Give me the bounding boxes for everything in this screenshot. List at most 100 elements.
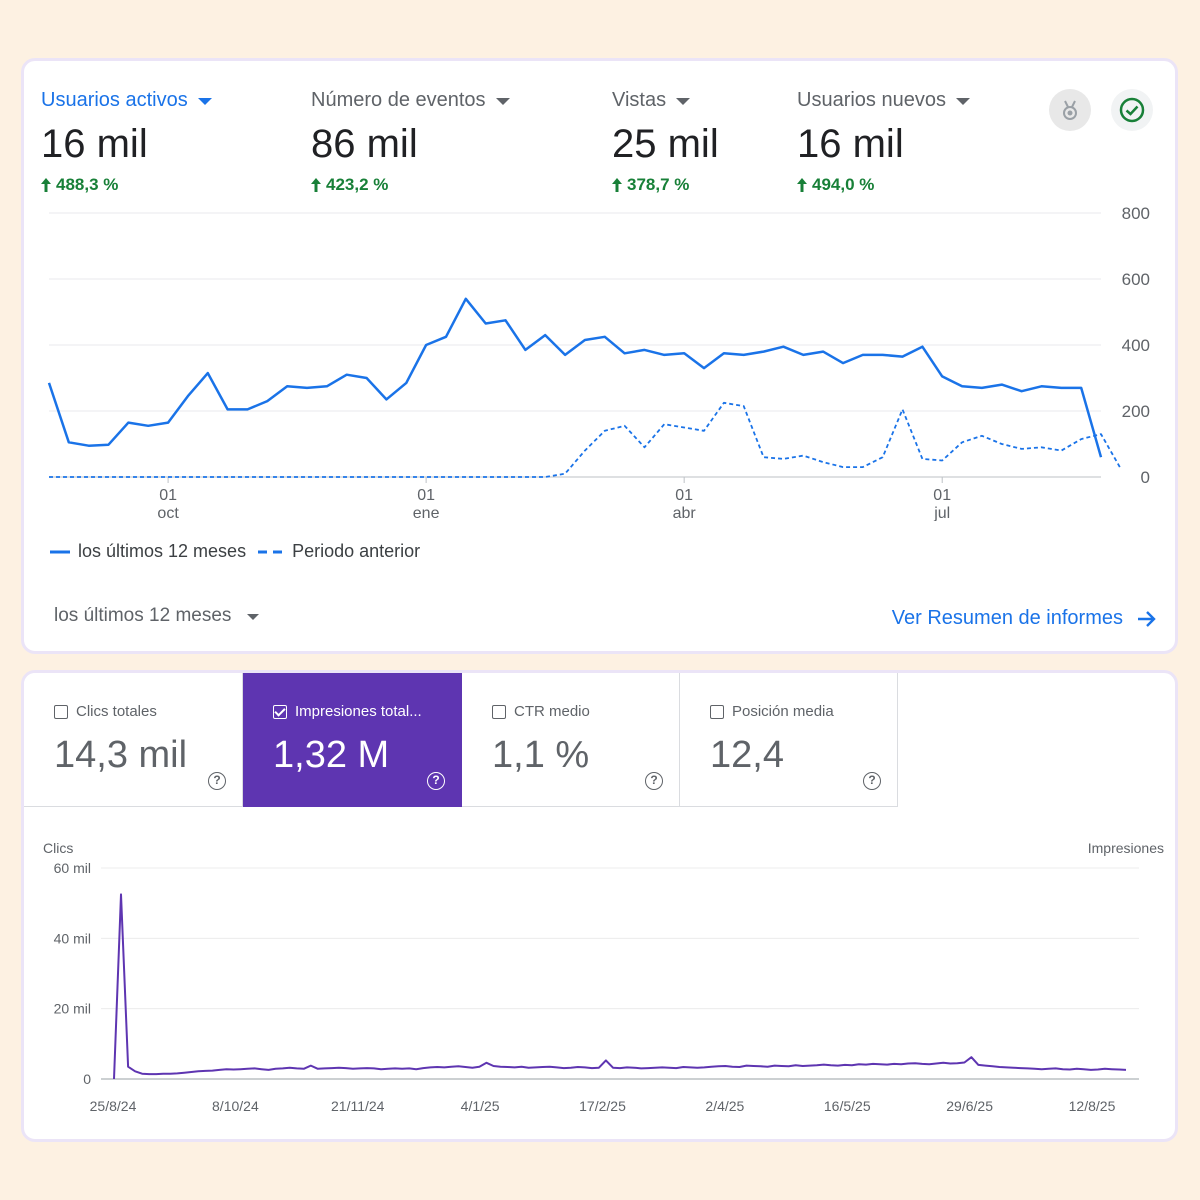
metric-label[interactable]: Usuarios nuevos: [797, 89, 970, 112]
arrow-up-icon: [41, 178, 51, 192]
help-icon[interactable]: ?: [208, 772, 226, 790]
x-tick-month: ene: [413, 505, 440, 521]
metric-change-text: 494,0 %: [812, 175, 875, 194]
impressions-chart: Clics Impresiones 60 mil 40 mil 20 mil 0 25/8/…: [43, 840, 1164, 1114]
tile-label: CTR medio: [492, 703, 679, 720]
metric-label-text: Número de eventos: [311, 89, 486, 111]
metric-views[interactable]: Vistas 25 mil 378,7 %: [612, 89, 719, 195]
y-axis-label: Clics: [43, 840, 73, 856]
x-tick-label: 12/8/25: [1069, 1098, 1116, 1114]
x-tick-label: 17/2/25: [579, 1098, 626, 1114]
previous-period-line: [49, 401, 1122, 478]
arrow-up-icon: [311, 178, 321, 192]
help-icon[interactable]: ?: [427, 772, 445, 790]
tile-label: Impresiones total...: [273, 703, 461, 720]
report-link-text: Ver Resumen de informes: [891, 607, 1123, 629]
arrow-up-icon: [612, 178, 622, 192]
x-tick-day: 01: [417, 487, 435, 504]
metric-label-text: Vistas: [612, 89, 667, 111]
x-tick-day: 01: [933, 487, 951, 504]
checkbox-checked[interactable]: [273, 704, 287, 719]
x-tick-month: abr: [673, 505, 697, 521]
date-range-select[interactable]: los últimos 12 meses: [54, 605, 260, 627]
tile-value: 14,3 mil: [54, 734, 188, 776]
x-tick-day: 01: [159, 487, 177, 504]
x-tick-label: 16/5/25: [824, 1098, 871, 1114]
tile-total-impressions[interactable]: Impresiones total... 1,32 M ?: [243, 673, 462, 807]
tile-value: 1,1 %: [492, 734, 590, 776]
tile-average-position[interactable]: Posición media 12,4 ?: [680, 673, 898, 807]
y-tick-label: 0: [1141, 468, 1150, 487]
metric-value: 16 mil: [41, 122, 148, 166]
insights-button[interactable]: [1049, 89, 1091, 131]
tile-label-text: Posición media: [732, 703, 834, 720]
tile-label-text: Clics totales: [76, 703, 157, 720]
search-console-card: Clics totales 14,3 mil ? Impresiones tot…: [21, 670, 1178, 1142]
y-tick-label: 60 mil: [54, 860, 91, 876]
metric-new-users[interactable]: Usuarios nuevos 16 mil 494,0 %: [797, 89, 970, 195]
metric-change-text: 378,7 %: [627, 175, 690, 194]
metric-label[interactable]: Usuarios activos: [41, 89, 212, 112]
view-report-summary-link[interactable]: Ver Resumen de informes: [892, 607, 1157, 630]
metric-change-text: 488,3 %: [56, 175, 119, 194]
tile-average-ctr[interactable]: CTR medio 1,1 % ?: [462, 673, 680, 807]
x-tick-label: 25/8/24: [90, 1098, 137, 1114]
y-tick-label: 20 mil: [54, 1001, 91, 1017]
current-period-line: [47, 297, 1103, 458]
dashed-line-swatch: [258, 550, 283, 553]
date-range-label: los últimos 12 meses: [54, 605, 232, 626]
metric-change: 488,3 %: [41, 175, 212, 195]
metric-event-count[interactable]: Número de eventos 86 mil 423,2 %: [311, 89, 510, 195]
x-tick-month: jul: [933, 505, 950, 521]
tile-total-clicks[interactable]: Clics totales 14,3 mil ?: [24, 673, 243, 807]
metric-label[interactable]: Número de eventos: [311, 89, 510, 112]
check-button[interactable]: [1111, 89, 1153, 131]
checkbox[interactable]: [54, 704, 68, 719]
help-icon[interactable]: ?: [863, 772, 881, 790]
legend-item-previous: Periodo anterior: [258, 541, 420, 562]
arrow-right-icon: [1138, 610, 1156, 627]
arrow-up-icon: [797, 178, 807, 192]
tile-label: Posición media: [710, 703, 897, 720]
metric-label[interactable]: Vistas: [612, 89, 719, 112]
tile-label-text: Impresiones total...: [295, 703, 422, 720]
y-tick-label: 400: [1122, 336, 1150, 355]
legend-label: Periodo anterior: [292, 541, 421, 561]
help-icon[interactable]: ?: [645, 772, 663, 790]
x-tick-label: 2/4/25: [705, 1098, 744, 1114]
caret-down-icon: [247, 614, 260, 620]
x-tick-label: 8/10/24: [212, 1098, 259, 1114]
impressions-line: [113, 893, 1127, 1080]
checkbox[interactable]: [492, 704, 506, 719]
metric-value: 86 mil: [311, 122, 418, 166]
legend-label: los últimos 12 meses: [78, 541, 247, 561]
chart-legend: los últimos 12 meses Periodo anterior: [50, 541, 432, 562]
solid-line-swatch: [50, 550, 70, 553]
y-tick-label: 800: [1122, 204, 1150, 223]
metric-change: 378,7 %: [612, 175, 719, 195]
check-circle-icon: [1119, 97, 1145, 123]
y2-axis-label: Impresiones: [1088, 840, 1164, 856]
x-tick-month: oct: [157, 505, 179, 521]
x-tick-label: 21/11/24: [331, 1098, 385, 1114]
metric-change-text: 423,2 %: [326, 175, 389, 194]
metric-change: 494,0 %: [797, 175, 970, 195]
medal-icon: [1063, 100, 1077, 120]
checkbox[interactable]: [710, 704, 724, 719]
caret-down-icon: [676, 98, 691, 105]
analytics-card: Usuarios activos 16 mil 488,3 % Número d…: [21, 58, 1178, 654]
tile-value: 12,4: [710, 734, 784, 776]
metric-active-users[interactable]: Usuarios activos 16 mil 488,3 %: [41, 89, 212, 195]
y-tick-label: 600: [1122, 270, 1150, 289]
tile-label: Clics totales: [54, 703, 242, 720]
metric-label-text: Usuarios activos: [41, 89, 188, 111]
metric-label-text: Usuarios nuevos: [797, 89, 946, 111]
tile-value: 1,32 M: [273, 734, 390, 776]
tile-label-text: CTR medio: [514, 703, 590, 720]
legend-item-current: los últimos 12 meses: [50, 541, 246, 562]
metric-change: 423,2 %: [311, 175, 510, 195]
x-tick-label: 4/1/25: [461, 1098, 500, 1114]
metric-value: 16 mil: [797, 122, 904, 166]
x-tick-day: 01: [675, 487, 693, 504]
caret-down-icon: [495, 98, 510, 105]
